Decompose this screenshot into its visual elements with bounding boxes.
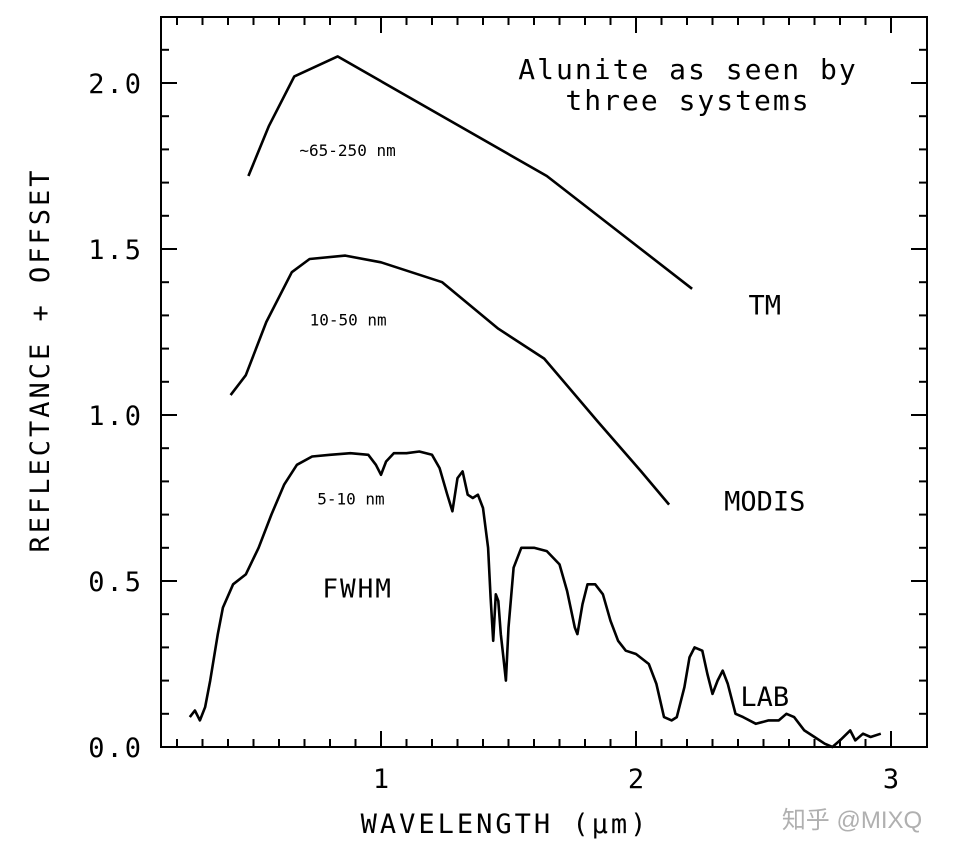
series-label-tm: TM <box>748 290 781 321</box>
series-label-lab: LAB <box>740 682 789 713</box>
annotation-2: 5-10 nm <box>317 490 384 509</box>
chart-title-line-2: three systems <box>565 84 810 117</box>
series-line-modis <box>229 254 671 506</box>
annotations: ~65-250 nm 10-50 nm 5-10 nm FWHM <box>299 141 395 605</box>
series-lines <box>188 55 882 749</box>
y-tick-label: 1.5 <box>88 235 143 266</box>
x-tick-label: 2 <box>628 764 644 795</box>
x-tick-label: 1 <box>373 764 389 795</box>
x-tick-label: 3 <box>883 764 899 795</box>
tick-labels: 1 2 3 0.0 0.5 1.0 1.5 2.0 <box>88 69 899 795</box>
x-axis-label: WAVELENGTH (μm) <box>361 809 650 840</box>
series-line-lab <box>188 450 882 749</box>
series-label-modis: MODIS <box>724 486 805 517</box>
y-tick-label: 1.0 <box>88 401 143 432</box>
annotation-3: FWHM <box>322 575 393 605</box>
chart-title-line-1: Alunite as seen by <box>518 53 857 86</box>
y-tick-label: 0.0 <box>88 733 143 764</box>
annotation-1: 10-50 nm <box>310 310 387 329</box>
series-line-tm <box>247 55 693 290</box>
plot-frame <box>160 16 928 748</box>
y-tick-label: 0.5 <box>88 567 143 598</box>
axis-ticks <box>161 17 927 747</box>
annotation-0: ~65-250 nm <box>299 141 395 160</box>
y-tick-label: 2.0 <box>88 69 143 100</box>
y-axis-label: REFLECTANCE + OFFSET <box>25 167 56 552</box>
watermark: 知乎 @MIXQ <box>782 807 922 834</box>
series-labels: TM MODIS LAB <box>724 290 805 713</box>
